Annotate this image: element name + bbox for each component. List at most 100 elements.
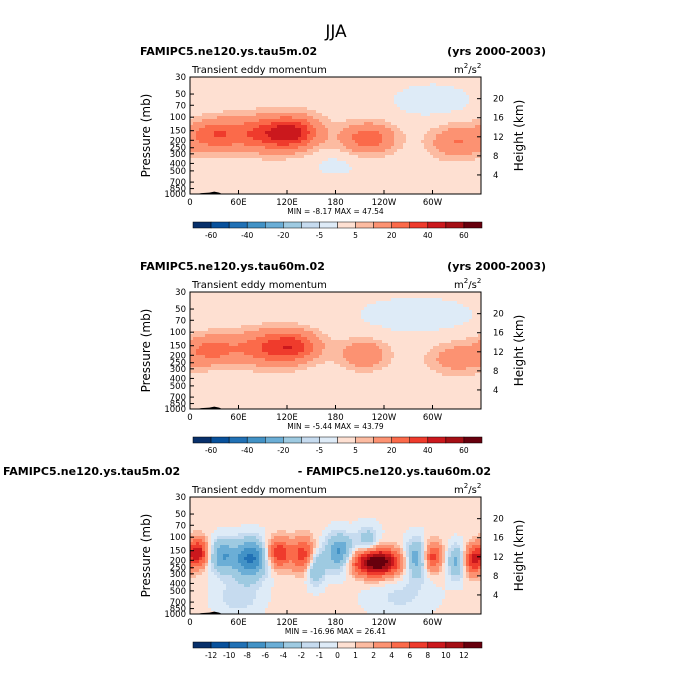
field-cell <box>472 170 476 174</box>
field-cell <box>478 185 481 189</box>
field-cell <box>301 98 305 102</box>
field-cell <box>367 298 371 302</box>
field-cell <box>301 149 305 153</box>
field-cell <box>253 116 257 120</box>
field-cell <box>214 295 218 299</box>
field-cell <box>472 176 476 180</box>
field-cell <box>343 98 347 102</box>
field-cell <box>418 113 422 117</box>
field-cell <box>238 119 242 123</box>
field-cell <box>427 155 431 159</box>
field-cell <box>247 173 251 177</box>
field-cell <box>241 167 245 171</box>
field-cell <box>379 188 383 192</box>
field-cell <box>376 146 380 150</box>
field-cell <box>379 161 383 165</box>
field-cell <box>463 188 467 192</box>
field-cell <box>202 122 206 126</box>
field-cell <box>223 188 227 192</box>
field-cell <box>256 80 260 84</box>
field-cell <box>421 146 425 150</box>
field-cell <box>304 170 308 174</box>
field-cell <box>370 298 374 302</box>
field-cell <box>418 86 422 90</box>
field-cell <box>364 137 368 141</box>
field-cell <box>466 86 470 90</box>
field-cell <box>193 140 197 144</box>
field-cell <box>286 185 290 189</box>
field-cell <box>460 295 464 299</box>
field-cell <box>196 191 200 194</box>
field-cell <box>424 158 428 162</box>
field-cell <box>277 146 281 150</box>
field-cell <box>475 119 479 123</box>
field-cell <box>259 176 263 180</box>
field-cell <box>322 92 326 96</box>
field-cell <box>268 77 272 81</box>
field-cell <box>217 80 221 84</box>
field-cell <box>328 110 332 114</box>
field-cell <box>259 152 263 156</box>
field-cell <box>232 182 236 186</box>
field-cell <box>262 107 266 111</box>
field-cell <box>331 110 335 114</box>
field-cell <box>280 322 284 326</box>
field-cell <box>271 191 275 194</box>
field-cell <box>427 292 431 296</box>
field-cell <box>364 140 368 144</box>
field-cell <box>238 89 242 93</box>
field-cell <box>199 77 203 81</box>
field-cell <box>253 325 257 329</box>
field-cell <box>382 295 386 299</box>
field-cell <box>358 307 362 311</box>
field-cell <box>247 325 251 329</box>
field-cell <box>334 292 338 296</box>
field-cell <box>250 319 254 323</box>
field-cell <box>400 298 404 302</box>
field-cell <box>475 107 479 111</box>
field-cell <box>403 298 407 302</box>
field-cell <box>439 107 443 111</box>
field-cell <box>298 307 302 311</box>
field-cell <box>301 80 305 84</box>
field-cell <box>220 128 224 132</box>
field-cell <box>394 101 398 105</box>
field-cell <box>466 110 470 114</box>
field-cell <box>202 152 206 156</box>
field-cell <box>379 110 383 114</box>
field-cell <box>202 164 206 168</box>
field-cell <box>367 319 371 323</box>
field-cell <box>340 104 344 108</box>
field-cell <box>454 322 458 326</box>
field-cell <box>244 92 248 96</box>
field-cell <box>433 80 437 84</box>
field-cell <box>328 104 332 108</box>
field-cell <box>235 98 239 102</box>
field-cell <box>259 325 263 329</box>
field-cell <box>295 143 299 147</box>
field-cell <box>292 170 296 174</box>
field-cell <box>340 101 344 105</box>
field-cell <box>352 101 356 105</box>
field-cell <box>469 80 473 84</box>
field-cell <box>412 176 416 180</box>
field-cell <box>472 104 476 108</box>
field-cell <box>220 310 224 314</box>
field-cell <box>379 179 383 183</box>
field-cell <box>244 77 248 81</box>
field-cell <box>460 170 464 174</box>
field-cell <box>418 119 422 123</box>
field-cell <box>214 80 218 84</box>
field-cell <box>211 185 215 189</box>
field-cell <box>259 304 263 308</box>
field-cell <box>220 295 224 299</box>
field-cell <box>301 182 305 186</box>
field-cell <box>448 98 452 102</box>
field-cell <box>445 292 449 296</box>
field-cell <box>370 295 374 299</box>
field-cell <box>427 301 431 305</box>
field-cell <box>385 301 389 305</box>
field-cell <box>334 173 338 177</box>
field-cell <box>289 113 293 117</box>
field-cell <box>457 149 461 153</box>
